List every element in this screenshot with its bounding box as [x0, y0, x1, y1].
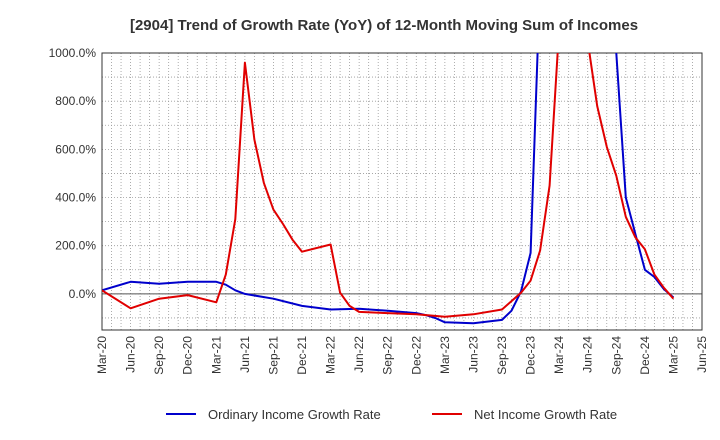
x-tick-label: Mar-23 — [438, 336, 452, 374]
x-tick-label: Jun-25 — [695, 336, 709, 373]
grid-lines — [101, 52, 703, 330]
y-tick-label: 800.0% — [55, 94, 96, 108]
x-tick-label: Sep-24 — [609, 336, 623, 375]
y-tick-label: 400.0% — [55, 191, 96, 205]
y-tick-label: 200.0% — [55, 239, 96, 253]
series-lines — [102, 53, 675, 325]
legend: Ordinary Income Growth Rate Net Income Gr… — [166, 407, 617, 422]
series-line-ordinary-income — [102, 53, 675, 325]
x-tick-label: Jun-21 — [238, 336, 252, 373]
x-tick-label: Mar-21 — [209, 336, 223, 374]
x-tick-label: Mar-24 — [552, 336, 566, 374]
series-line-net-income — [102, 53, 675, 318]
x-tick-label: Dec-23 — [524, 336, 538, 375]
y-tick-label: 600.0% — [55, 142, 96, 156]
x-tick-label: Sep-21 — [266, 336, 280, 375]
chart-title: [2904] Trend of Growth Rate (YoY) of 12-… — [130, 17, 638, 34]
x-tick-label: Mar-20 — [95, 336, 109, 374]
legend-label: Ordinary Income Growth Rate — [208, 407, 381, 422]
x-tick-label: Jun-20 — [124, 336, 138, 373]
y-tick-label: 0.0% — [69, 287, 97, 301]
x-tick-label: Dec-20 — [181, 336, 195, 375]
x-tick-label: Mar-25 — [666, 336, 680, 374]
x-tick-label: Mar-22 — [324, 336, 338, 374]
x-tick-label: Jun-23 — [466, 336, 480, 373]
x-tick-label: Jun-22 — [352, 336, 366, 373]
x-tick-label: Dec-24 — [638, 336, 652, 375]
legend-label: Net Income Growth Rate — [474, 407, 617, 422]
x-tick-label: Dec-21 — [295, 336, 309, 375]
y-tick-label: 1000.0% — [49, 46, 97, 60]
x-tick-label: Jun-24 — [581, 336, 595, 373]
x-axis: Mar-20 Jun-20 Sep-20 Dec-20 Mar-21 Jun-21 Sep-… — [95, 336, 709, 375]
x-tick-label: Dec-22 — [409, 336, 423, 375]
x-tick-label: Sep-22 — [381, 336, 395, 375]
x-tick-label: Sep-23 — [495, 336, 509, 375]
plot-frame — [101, 52, 703, 331]
x-tick-label: Sep-20 — [152, 336, 166, 375]
y-axis: 1000.0% 800.0% 600.0% 400.0% 200.0% 0.0% — [49, 46, 97, 301]
